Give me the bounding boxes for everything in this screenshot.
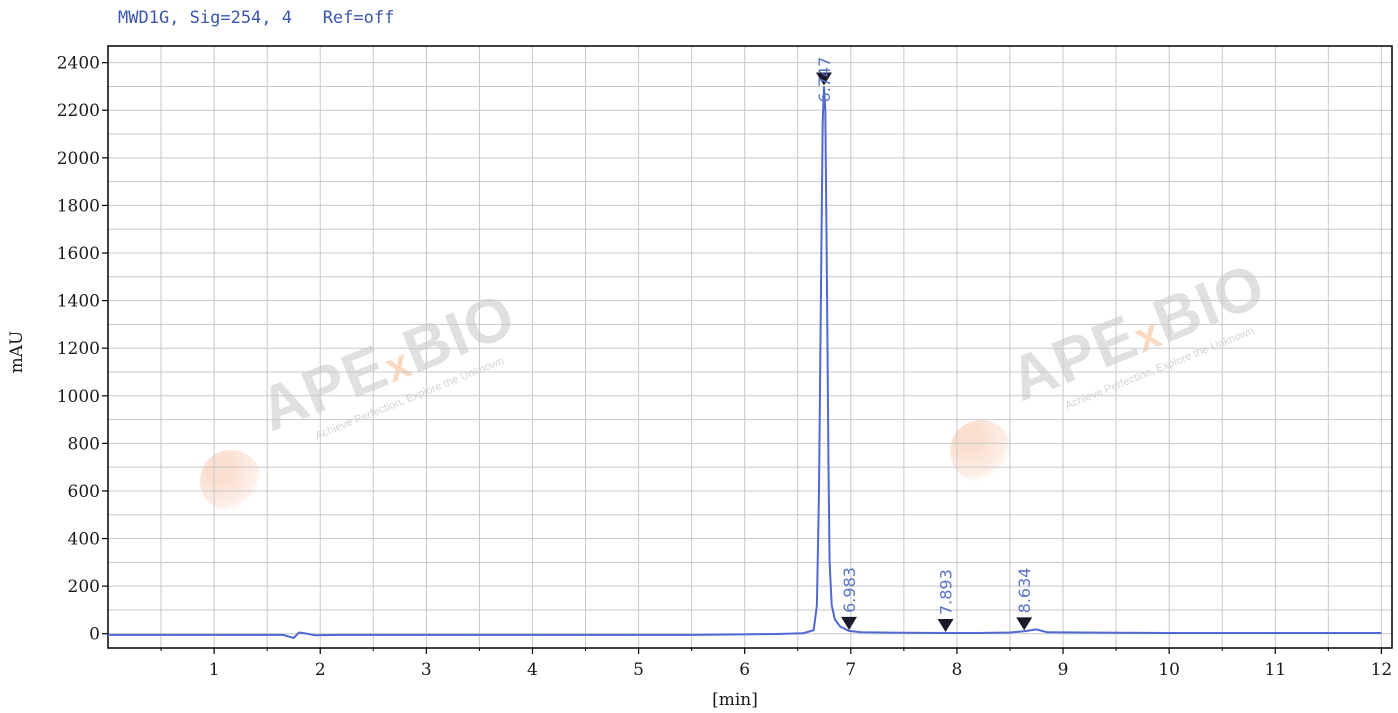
watermark-logo-left [200, 450, 262, 512]
y-tick-label: 2400 [57, 54, 100, 74]
x-axis-label: [min] [712, 690, 758, 710]
peak-label: 7.893 [937, 569, 956, 615]
peak-marker [937, 619, 954, 633]
x-tick-label: 11 [1264, 660, 1286, 680]
y-tick-label: 1600 [57, 244, 100, 264]
y-tick-label: 200 [68, 577, 100, 597]
x-tick-label: 4 [527, 660, 538, 680]
signal-title: MWD1G, Sig=254, 4 Ref=off [118, 8, 395, 28]
x-tick-label: 6 [739, 660, 750, 680]
chromatogram-trace [108, 86, 1382, 640]
y-axis-label: mAU [7, 331, 27, 374]
y-tick-label: 400 [68, 530, 100, 550]
y-tick-label: 1400 [57, 292, 100, 312]
x-tick-label: 7 [845, 660, 856, 680]
plot-frame [107, 45, 1393, 649]
x-axis-ticks: 1 2 3 4 5 6 7 8 9 10 11 12 [160, 648, 1393, 680]
x-tick-label: 8 [952, 660, 963, 680]
y-tick-label: 1800 [57, 196, 100, 216]
peak-marker [815, 72, 832, 86]
peak-markers: 6.747 6.983 7.893 8.634 [815, 57, 1034, 633]
y-tick-label: 2000 [57, 149, 100, 169]
y-tick-label: 1000 [57, 387, 100, 407]
x-tick-label: 3 [421, 660, 432, 680]
peak-marker [1016, 617, 1033, 631]
peak-label: 8.634 [1015, 568, 1034, 614]
grid [108, 46, 1392, 648]
x-tick-label: 12 [1371, 660, 1393, 680]
x-tick-label: 1 [209, 660, 220, 680]
x-tick-label: 9 [1058, 660, 1069, 680]
y-axis-ticks: 0 200 400 600 800 1000 1200 1400 1600 1800 2000 220… [57, 54, 108, 645]
watermark-logo-right [950, 420, 1012, 482]
peak-marker [841, 616, 858, 630]
x-tick-label: 10 [1158, 660, 1180, 680]
peak-label: 6.983 [840, 567, 859, 613]
y-tick-label: 1200 [57, 339, 100, 359]
peak-label: 6.747 [815, 57, 834, 103]
y-tick-label: 800 [68, 434, 100, 454]
y-tick-label: 0 [89, 625, 100, 645]
axes [107, 45, 1393, 649]
x-tick-label: 2 [315, 660, 326, 680]
y-tick-label: 600 [68, 482, 100, 502]
x-tick-label: 5 [633, 660, 644, 680]
y-tick-label: 2200 [57, 101, 100, 121]
